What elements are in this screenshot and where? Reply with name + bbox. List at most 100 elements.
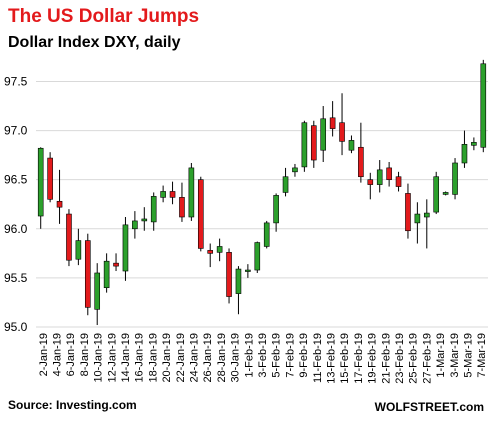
candle xyxy=(75,228,82,266)
candle-body-up xyxy=(442,192,449,195)
candle xyxy=(292,163,298,177)
candle xyxy=(141,207,148,231)
candle-body-up xyxy=(423,212,430,218)
x-axis: 2-Jan-19 4-Jan-19 6-Jan-19 8-Jan-19 10-Jan-1… xyxy=(38,333,488,384)
candle-body-down xyxy=(329,117,336,129)
candle xyxy=(358,122,364,183)
x-tick-label: 3-Mar-19 xyxy=(449,333,461,378)
candle-body-up xyxy=(461,144,468,164)
candle-body-down xyxy=(66,213,72,261)
candle-body-down xyxy=(169,191,176,198)
x-tick-label: 4-Jan-19 xyxy=(52,333,64,376)
candle xyxy=(405,183,411,239)
x-tick-label: 12-Jan-19 xyxy=(106,333,118,383)
candle-body-up xyxy=(480,63,487,148)
candle-body-down xyxy=(84,240,91,308)
x-tick-label: 11-Feb-19 xyxy=(312,333,324,383)
candle xyxy=(132,211,138,239)
x-tick-label: 7-Mar-19 xyxy=(476,333,488,378)
candle xyxy=(263,220,270,249)
candle xyxy=(395,171,402,192)
candle-body-down xyxy=(386,167,392,180)
candle-body-up xyxy=(320,118,327,151)
candle xyxy=(113,253,119,272)
candle-body-down xyxy=(358,146,364,178)
candle-body-up xyxy=(292,167,298,173)
candle-body-down xyxy=(405,193,411,232)
candle-body-down xyxy=(47,157,53,200)
candle-body-up xyxy=(254,242,261,271)
candle-body-up xyxy=(122,224,129,272)
candle-body-up xyxy=(94,272,101,310)
candle xyxy=(480,59,487,153)
candle-body-up xyxy=(160,191,166,198)
candle xyxy=(339,93,345,156)
x-tick-label: 5-Feb-19 xyxy=(271,333,283,378)
candle-body-up xyxy=(188,167,195,218)
grid-lines xyxy=(36,80,488,328)
candle xyxy=(169,181,176,205)
candle-body-down xyxy=(395,176,402,187)
x-tick-label: 1-Mar-19 xyxy=(435,333,447,378)
x-tick-label: 8-Jan-19 xyxy=(79,333,91,376)
candle xyxy=(84,233,91,316)
candle xyxy=(461,130,468,168)
y-tick-label: 97.0 xyxy=(4,124,28,138)
candle-body-down xyxy=(56,200,63,208)
x-tick-label: 16-Jan-19 xyxy=(134,333,146,383)
candle-body-up xyxy=(245,269,251,272)
y-tick-label: 95.5 xyxy=(4,271,28,285)
candle xyxy=(179,182,185,222)
candle xyxy=(273,193,279,232)
x-tick-label: 3-Feb-19 xyxy=(257,333,269,378)
candle xyxy=(37,147,44,229)
candle xyxy=(442,191,449,196)
y-axis: 95.0 95.5 96.0 96.5 97.0 97.5 xyxy=(4,74,28,334)
candle xyxy=(245,264,251,278)
candle xyxy=(348,135,355,154)
candle xyxy=(207,243,214,268)
candle xyxy=(56,169,63,224)
candle xyxy=(367,172,374,200)
chart-subtitle: Dollar Index DXY, daily xyxy=(8,34,181,51)
candle xyxy=(386,162,392,187)
candle-body-up xyxy=(433,176,440,213)
candle xyxy=(216,238,223,262)
candle xyxy=(47,152,53,203)
candle-body-down xyxy=(339,122,345,142)
candle xyxy=(282,167,289,197)
y-tick-label: 97.5 xyxy=(4,74,28,88)
x-tick-label: 22-Jan-19 xyxy=(175,333,187,383)
x-tick-label: 30-Jan-19 xyxy=(230,333,242,383)
candle xyxy=(452,158,458,200)
x-tick-label: 17-Feb-19 xyxy=(353,333,365,384)
candle-body-up xyxy=(150,196,157,223)
y-tick-label: 95.0 xyxy=(4,320,28,334)
x-tick-label: 24-Jan-19 xyxy=(189,333,201,383)
candle-body-up xyxy=(452,162,458,195)
candle-body-down xyxy=(367,179,374,185)
candle xyxy=(150,192,157,231)
candle xyxy=(103,253,110,293)
candle xyxy=(471,137,477,151)
x-tick-label: 19-Feb-19 xyxy=(367,333,379,384)
candle-body-up xyxy=(414,213,421,224)
candle xyxy=(235,266,242,315)
candle xyxy=(66,209,72,267)
candle-body-up xyxy=(471,142,477,146)
candle-body-up xyxy=(376,169,383,185)
candle-body-up xyxy=(301,122,308,168)
x-tick-label: 27-Feb-19 xyxy=(421,333,433,384)
x-tick-label: 14-Jan-19 xyxy=(120,333,132,383)
candles xyxy=(37,59,487,326)
candle xyxy=(423,199,430,249)
candle xyxy=(122,217,129,281)
candle xyxy=(160,185,166,203)
candle xyxy=(414,202,421,244)
brand-label: WOLFSTREET.com xyxy=(374,400,484,414)
x-tick-label: 10-Jan-19 xyxy=(93,333,105,383)
source-note: Source: Investing.com xyxy=(8,398,137,412)
candle xyxy=(329,101,336,137)
candle xyxy=(94,263,101,326)
